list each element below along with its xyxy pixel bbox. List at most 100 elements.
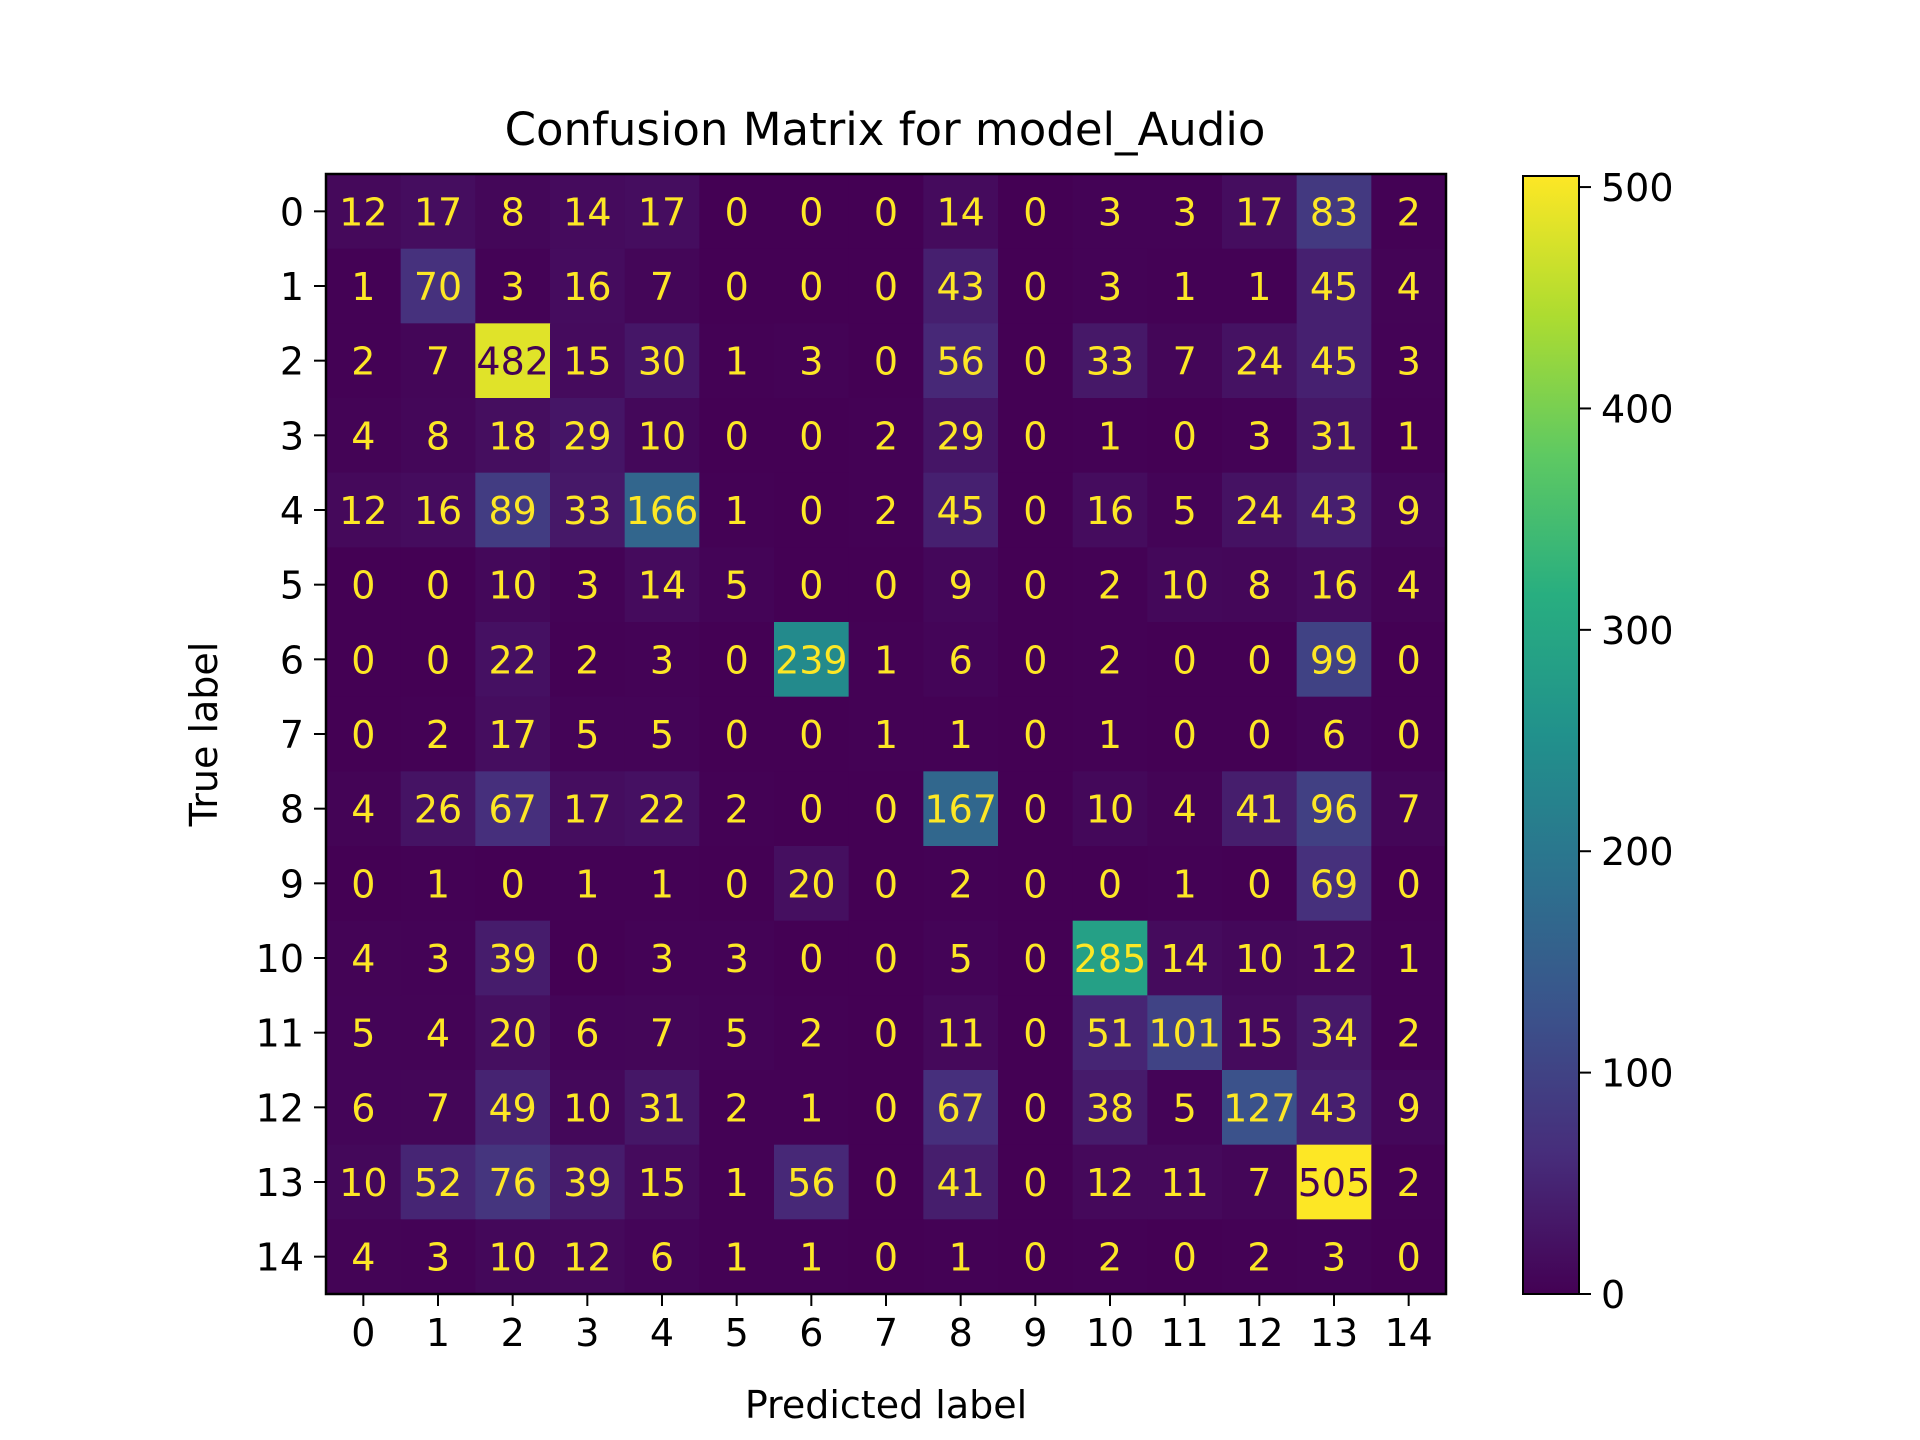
cell-value-label: 12 — [1310, 937, 1358, 981]
heatmap-cell — [1147, 174, 1223, 250]
cell-value-label: 8 — [1247, 564, 1271, 608]
heatmap-cell — [699, 696, 775, 772]
colorbar-tick-label: 200 — [1601, 830, 1674, 874]
cell-value-label: 0 — [1023, 788, 1047, 832]
heatmap-cell — [998, 995, 1074, 1071]
heatmap-cell — [400, 1219, 476, 1295]
cell-value-label: 0 — [874, 788, 898, 832]
cell-value-label: 1 — [874, 713, 898, 757]
heatmap-cell — [998, 1219, 1074, 1295]
heatmap-cell — [923, 472, 999, 548]
heatmap-cell — [475, 622, 551, 698]
heatmap-cell — [326, 622, 402, 698]
cell-value-label: 69 — [1310, 862, 1358, 906]
x-axis-ticks: 0 1 2 3 4 5 6 7 8 9 10 11 12 13 14 — [351, 1294, 1433, 1355]
heatmap-cell — [550, 995, 626, 1071]
heatmap-cell — [699, 1144, 775, 1220]
cell-value-label: 0 — [874, 340, 898, 384]
cell-value-label: 67 — [936, 1086, 984, 1130]
heatmap-cell — [1371, 547, 1447, 623]
cell-value-label: 29 — [563, 414, 611, 458]
heatmap-cell — [326, 398, 402, 474]
heatmap-cell — [998, 696, 1074, 772]
y-tick-label: 0 — [280, 190, 304, 234]
cell-value-label: 3 — [650, 638, 674, 682]
cell-value-label: 0 — [1397, 638, 1421, 682]
cell-value-label: 4 — [351, 414, 375, 458]
heatmap-cell — [475, 472, 551, 548]
cell-value-label: 7 — [1397, 788, 1421, 832]
cell-value-label: 5 — [1173, 1086, 1197, 1130]
cell-value-label: 5 — [949, 937, 973, 981]
heatmap-cell — [475, 547, 551, 623]
heatmap-cell — [1222, 920, 1298, 996]
cell-value-label: 3 — [1173, 190, 1197, 234]
cell-value-label: 2 — [725, 1086, 749, 1130]
heatmap-cell — [400, 1144, 476, 1220]
heatmap-cell — [475, 995, 551, 1071]
heatmap-cell — [923, 696, 999, 772]
heatmap-cell — [1147, 696, 1223, 772]
cell-value-label: 1 — [725, 1236, 749, 1280]
heatmap-cell — [1222, 1070, 1298, 1146]
cell-value-label: 5 — [725, 1012, 749, 1056]
cell-value-label: 482 — [476, 340, 549, 384]
y-tick-label: 10 — [256, 937, 304, 981]
heatmap-cell — [1147, 1219, 1223, 1295]
cell-value-label: 10 — [1086, 788, 1134, 832]
heatmap-cell — [550, 846, 626, 922]
cell-value-label: 0 — [799, 788, 823, 832]
heatmap-cell — [998, 248, 1074, 324]
cell-value-label: 5 — [650, 713, 674, 757]
x-axis-label: Predicted label — [745, 1383, 1027, 1427]
cell-value-label: 9 — [1397, 489, 1421, 533]
heatmap-cell — [1147, 622, 1223, 698]
cell-value-label: 24 — [1235, 489, 1283, 533]
cell-value-label: 5 — [725, 564, 749, 608]
cell-value-label: 10 — [1160, 564, 1208, 608]
heatmap-cell — [400, 696, 476, 772]
heatmap-cell — [624, 1144, 700, 1220]
cell-value-label: 0 — [351, 638, 375, 682]
cell-value-label: 3 — [1247, 414, 1271, 458]
heatmap-cell — [326, 1144, 402, 1220]
cell-value-label: 0 — [799, 937, 823, 981]
heatmap-cell — [550, 1144, 626, 1220]
heatmap-cell — [550, 398, 626, 474]
cell-value-label: 0 — [426, 564, 450, 608]
cell-value-label: 14 — [638, 564, 686, 608]
y-tick-label: 8 — [280, 788, 304, 832]
cell-value-label: 2 — [1098, 1236, 1122, 1280]
heatmap-cell — [326, 248, 402, 324]
cell-value-label: 7 — [650, 1012, 674, 1056]
heatmap-cell — [1147, 323, 1223, 399]
heatmap-cell — [1296, 1144, 1372, 1220]
heatmap-cell — [1072, 622, 1148, 698]
heatmap-cell — [1296, 174, 1372, 250]
heatmap-cell — [475, 1144, 551, 1220]
cell-value-label: 1 — [575, 862, 599, 906]
heatmap-cell — [475, 846, 551, 922]
cell-value-label: 0 — [1023, 265, 1047, 309]
heatmap-cell — [848, 547, 924, 623]
heatmap-cell — [475, 398, 551, 474]
cell-value-label: 24 — [1235, 340, 1283, 384]
cell-value-label: 0 — [799, 414, 823, 458]
cell-value-label: 0 — [1023, 1012, 1047, 1056]
cell-value-label: 17 — [488, 713, 536, 757]
heatmap-cell — [1072, 846, 1148, 922]
heatmap-cell — [1147, 846, 1223, 922]
heatmap-cell — [998, 547, 1074, 623]
heatmap-cell — [400, 248, 476, 324]
cell-value-label: 127 — [1223, 1086, 1296, 1130]
heatmap-cell — [624, 920, 700, 996]
heatmap-cell — [1296, 995, 1372, 1071]
cell-value-label: 505 — [1298, 1161, 1371, 1205]
cell-value-label: 15 — [563, 340, 611, 384]
heatmap-cell — [624, 398, 700, 474]
cell-value-label: 20 — [488, 1012, 536, 1056]
heatmap-cell — [1296, 398, 1372, 474]
cell-value-label: 6 — [949, 638, 973, 682]
heatmap-cell — [1296, 248, 1372, 324]
